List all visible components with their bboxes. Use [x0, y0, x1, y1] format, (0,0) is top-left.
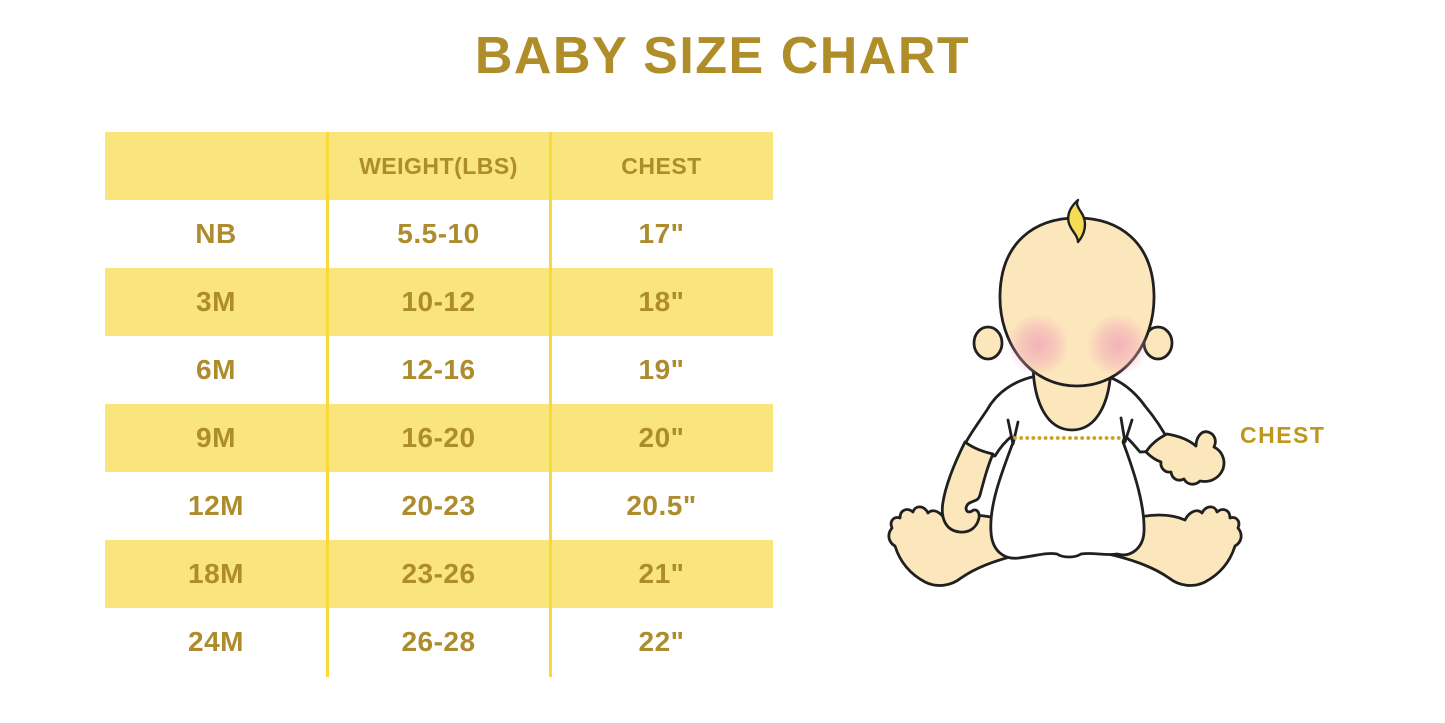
column-divider-1 [326, 132, 329, 677]
size-cell: 24M [188, 626, 244, 657]
size-cell: 12M [188, 490, 244, 521]
weight-cell: 10-12 [401, 286, 476, 317]
weight-cell: 5.5-10 [397, 218, 480, 249]
chest-cell: 21" [638, 558, 685, 589]
table-row-24m: 24M 26-28 22" [105, 608, 773, 676]
baby-illustration [887, 198, 1243, 587]
table-row-18m: 18M 23-26 21" [105, 540, 773, 608]
armpit-fold-left [1006, 418, 1020, 446]
weight-cell: 16-20 [401, 422, 476, 453]
size-cell: 9M [196, 422, 236, 453]
baby-cheek-right [1087, 314, 1149, 376]
size-cell: 3M [196, 286, 236, 317]
chest-cell: 20.5" [626, 490, 697, 521]
table-row-12m: 12M 20-23 20.5" [105, 472, 773, 540]
chest-cell: 19" [638, 354, 685, 385]
table-row-9m: 9M 16-20 20" [105, 404, 773, 472]
baby-cheek-left [1007, 314, 1069, 376]
table-header-row: WEIGHT(LBS) CHEST [105, 132, 773, 200]
header-cell-weight: WEIGHT(LBS) [359, 152, 518, 179]
baby-ear-left [972, 325, 1004, 361]
page-title: BABY SIZE CHART [474, 27, 971, 85]
weight-cell: 26-28 [401, 626, 476, 657]
baby-arm-left [940, 440, 995, 534]
weight-cell: 20-23 [401, 490, 476, 521]
baby-fist-right [1144, 430, 1226, 486]
table-row-3m: 3M 10-12 18" [105, 268, 773, 336]
chest-measurement-label: CHEST [1240, 422, 1326, 448]
armpit-fold-right [1119, 416, 1134, 444]
table-row-nb: NB 5.5-10 17" [105, 200, 773, 268]
chest-cell: 22" [638, 626, 685, 657]
column-divider-2 [549, 132, 552, 677]
table-row-6m: 6M 12-16 19" [105, 336, 773, 404]
chest-cell: 20" [638, 422, 685, 453]
size-cell: NB [195, 218, 237, 249]
weight-cell: 12-16 [401, 354, 476, 385]
chest-cell: 18" [638, 286, 685, 317]
header-cell-size [105, 132, 327, 200]
header-cell-chest: CHEST [621, 152, 702, 179]
size-table: WEIGHT(LBS) CHEST NB 5.5-10 17" 3M 10-12… [105, 132, 773, 677]
chest-cell: 17" [638, 218, 685, 249]
baby-hair-tuft [1067, 198, 1087, 244]
size-cell: 6M [196, 354, 236, 385]
size-cell: 18M [188, 558, 244, 589]
weight-cell: 23-26 [401, 558, 476, 589]
